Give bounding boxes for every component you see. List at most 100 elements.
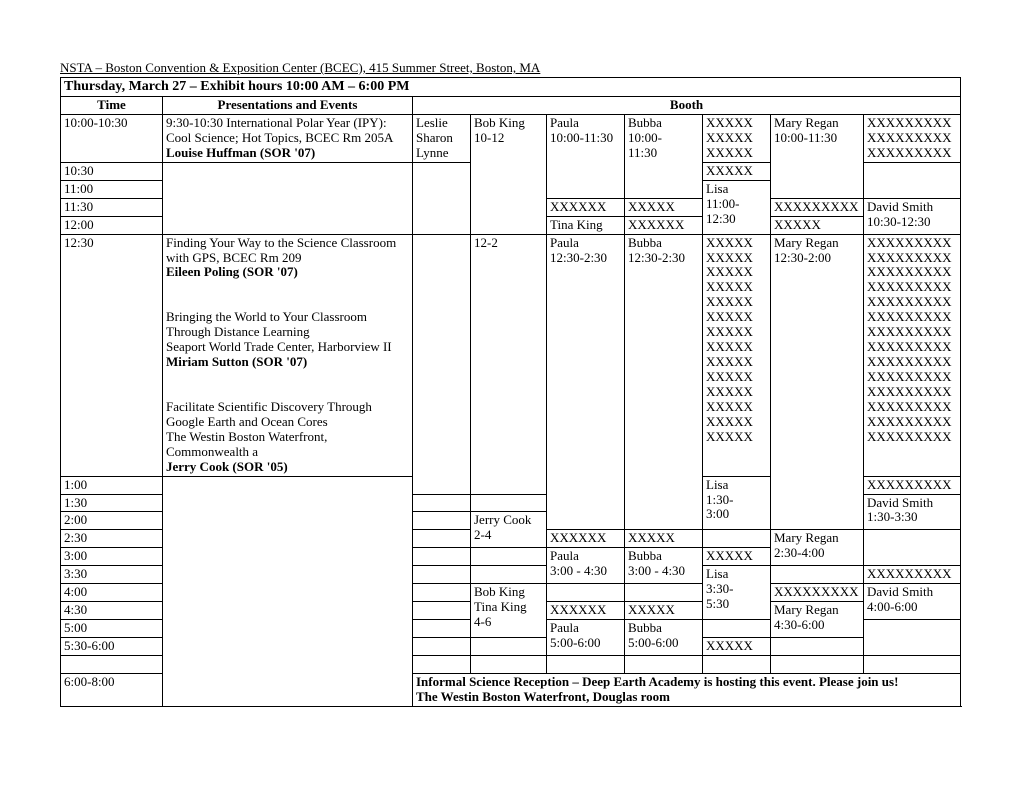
time-cell: 11:30 — [61, 198, 163, 216]
cell-line: Paula — [550, 235, 579, 250]
booth-cell: Mary Regan 4:30-6:00 — [771, 602, 864, 638]
cell-line: Tina King — [474, 599, 527, 614]
booth-cell — [547, 584, 625, 602]
p-line: Facilitate Scientific Discovery Through — [166, 399, 372, 414]
time-cell: 10:30 — [61, 162, 163, 180]
cell-line: XXXXX — [706, 429, 753, 444]
cell-line: Bob King — [474, 115, 525, 130]
p-line: 9:30-10:30 International Polar Year (IPY… — [166, 115, 387, 130]
booth-cell — [413, 638, 471, 656]
cell-line: 5:30 — [706, 596, 729, 611]
booth-cell: XXXXX XXXXX XXXXX — [703, 115, 771, 163]
booth-cell: Mary Regan 12:30-2:00 — [771, 234, 864, 530]
reception-cell: Informal Science Reception – Deep Earth … — [413, 673, 961, 706]
cell-line: 5:00-6:00 — [550, 635, 601, 650]
booth-cell — [413, 566, 471, 584]
booth-cell — [625, 584, 703, 602]
booth-cell — [471, 655, 547, 673]
cell-line: Lisa — [706, 181, 728, 196]
booth-cell: Jerry Cook 2-4 — [471, 512, 547, 548]
p-line-bold: Louise Huffman (SOR '07) — [166, 145, 315, 160]
cell-line: 4:00-6:00 — [867, 599, 918, 614]
cell-line: Lynne — [416, 145, 449, 160]
cell-line: XXXXXXXXX — [867, 384, 952, 399]
booth-cell: Paula 3:00 - 4:30 — [547, 548, 625, 584]
cell-line: 3:00 - 4:30 — [550, 563, 607, 578]
cell-line: XXXXX — [706, 264, 753, 279]
presentation-cell — [163, 162, 413, 234]
booth-cell — [413, 548, 471, 566]
cell-line: Jerry Cook — [474, 512, 531, 527]
booth-cell: Bubba 5:00-6:00 — [625, 620, 703, 656]
cell-line: XXXXX — [706, 399, 753, 414]
header-row: Time Presentations and Events Booth — [61, 97, 961, 115]
time-cell: 4:00 — [61, 584, 163, 602]
cell-line: 1:30- — [706, 492, 733, 507]
booth-cell — [547, 655, 625, 673]
booth-cell — [413, 162, 471, 234]
cell-line: 4-6 — [474, 614, 491, 629]
booth-cell — [471, 548, 547, 566]
booth-cell — [413, 512, 471, 530]
time-cell: 2:30 — [61, 530, 163, 548]
booth-cell — [703, 620, 771, 638]
cell-line: Mary Regan — [774, 602, 839, 617]
time-cell: 2:00 — [61, 512, 163, 530]
cell-line: 11:00- — [706, 196, 739, 211]
booth-cell: Mary Regan 10:00-11:30 — [771, 115, 864, 199]
cell-line: XXXXXXXXX — [867, 130, 952, 145]
cell-line: XXXXXXXXX — [867, 145, 952, 160]
time-cell: 3:30 — [61, 566, 163, 584]
cell-line: XXXXXXXXX — [867, 339, 952, 354]
hdr-booth: Booth — [413, 97, 961, 115]
cell-line: XXXXXXXXX — [867, 429, 952, 444]
time-cell: 4:30 — [61, 602, 163, 620]
booth-cell: XXXXXXXXXXXXXXXXXXXXXXXXXXXXXXXXXXXXXXXX… — [703, 234, 771, 476]
cell-line: XXXXX — [706, 294, 753, 309]
cell-line: Lisa — [706, 566, 728, 581]
time-cell: 11:00 — [61, 180, 163, 198]
p-line: Miriam Sutton (SOR '07) — [166, 354, 307, 369]
cell-line: 12:30-2:00 — [774, 250, 831, 265]
cell-line: XXXXXXXXX — [867, 115, 952, 130]
p-line: Eileen Poling (SOR '07) — [166, 264, 298, 279]
cell-line: XXXXXXXXX — [867, 235, 952, 250]
cell-line: 3:00 — [706, 506, 729, 521]
booth-cell — [771, 638, 864, 656]
cell-line: XXXXX — [706, 115, 753, 130]
booth-cell: XXXXXXXXX — [771, 584, 864, 602]
booth-cell — [471, 566, 547, 584]
cell-line: David Smith — [867, 495, 933, 510]
booth-cell: David Smith 1:30-3:30 — [864, 494, 961, 530]
cell-line: David Smith — [867, 584, 933, 599]
time-cell: 5:30-6:00 — [61, 638, 163, 656]
booth-cell: XXXXXX — [547, 530, 625, 548]
time-cell: 3:00 — [61, 548, 163, 566]
cell-line: XXXXXXXXX — [867, 264, 952, 279]
hdr-time: Time — [61, 97, 163, 115]
cell-line: 2-4 — [474, 527, 491, 542]
cell-line: David Smith — [867, 199, 933, 214]
booth-cell: XXXXXX — [547, 602, 625, 620]
booth-cell: Bubba 10:00- 11:30 — [625, 115, 703, 199]
cell-line: XXXXXXXXX — [867, 309, 952, 324]
cell-line: Bubba — [628, 115, 662, 130]
presentation-cell — [163, 476, 413, 706]
booth-cell — [703, 530, 771, 548]
cell-line: 12:30-2:30 — [550, 250, 607, 265]
cell-line: XXXXXXXXX — [867, 369, 952, 384]
cell-line: 5:00-6:00 — [628, 635, 679, 650]
p-line: Bringing the World to Your Classroom — [166, 309, 367, 324]
venue-line: NSTA – Boston Convention & Exposition Ce… — [60, 60, 960, 76]
booth-cell: 12-2 — [471, 234, 547, 494]
cell-line: XXXXXXXXX — [867, 414, 952, 429]
booth-cell — [413, 655, 471, 673]
time-cell: 10:00-10:30 — [61, 115, 163, 163]
cell-line: XXXXXXXXX — [867, 354, 952, 369]
cell-line: 12:30-2:30 — [628, 250, 685, 265]
cell-line: Mary Regan — [774, 115, 839, 130]
cell-line: Mary Regan — [774, 530, 839, 545]
p-line: Through Distance Learning — [166, 324, 310, 339]
cell-line: XXXXX — [706, 339, 753, 354]
schedule-table: Thursday, March 27 – Exhibit hours 10:00… — [60, 77, 961, 707]
